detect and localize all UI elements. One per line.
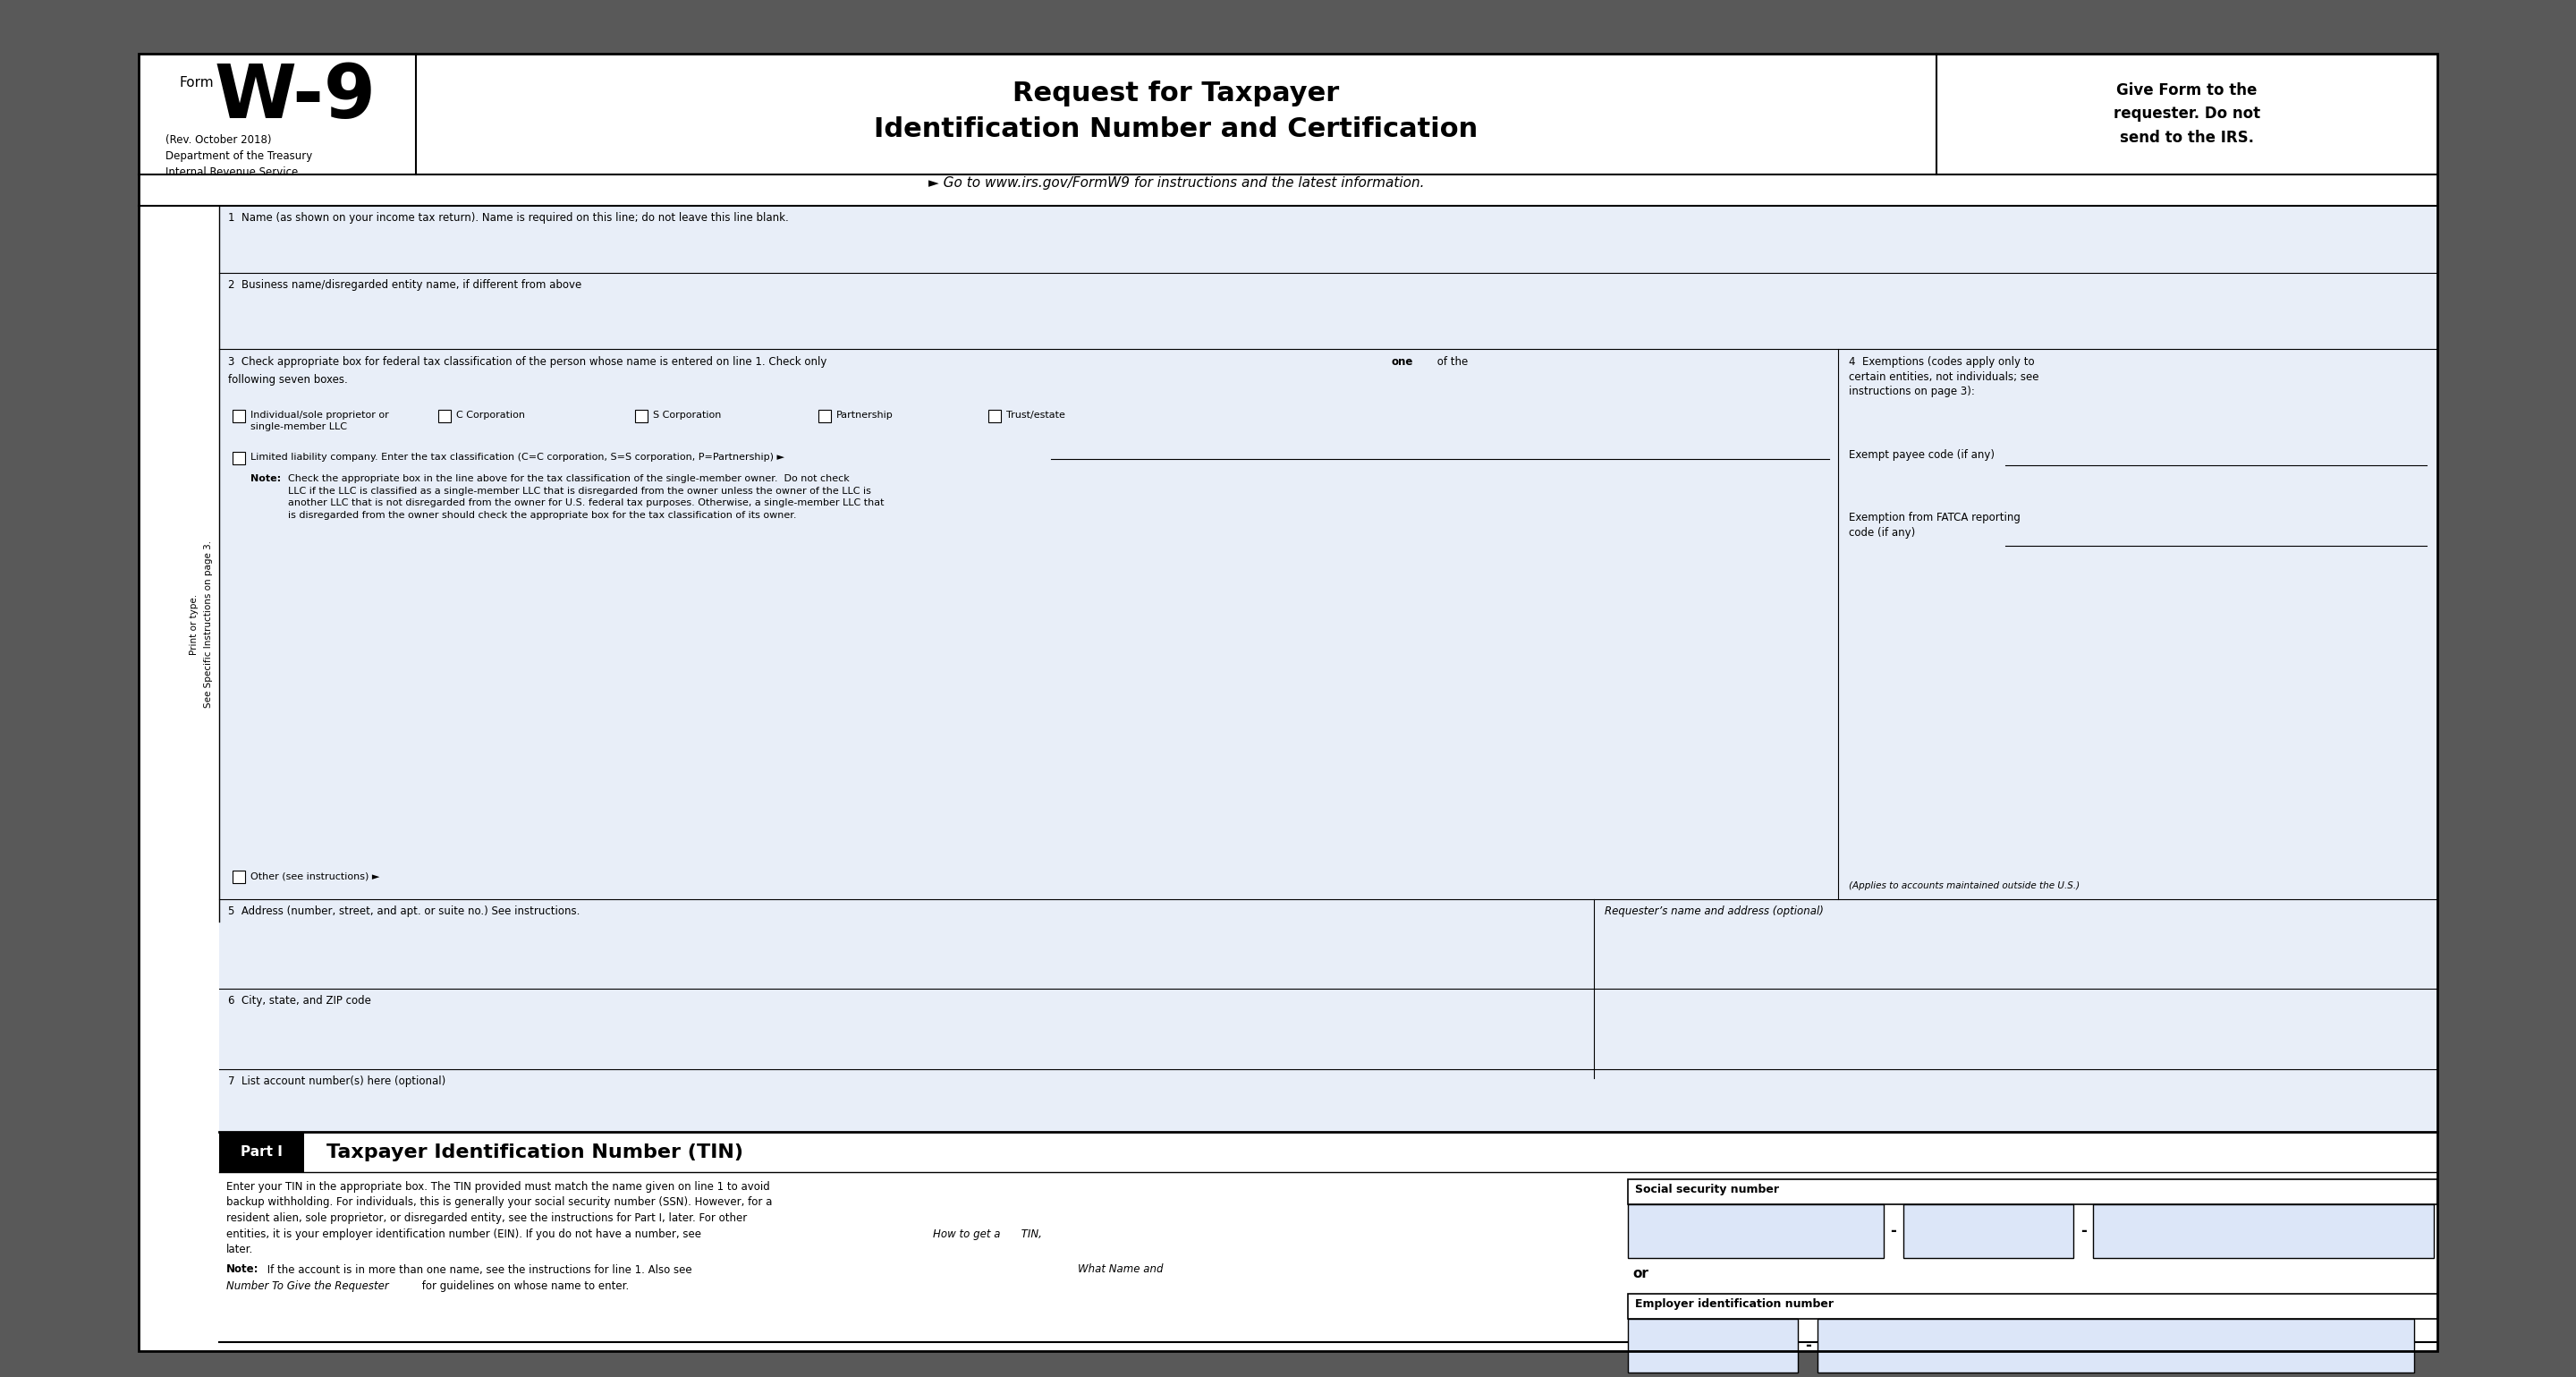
Bar xyxy=(1628,1319,1798,1373)
Bar xyxy=(2094,1205,2434,1259)
Text: Identification Number and Certification: Identification Number and Certification xyxy=(873,116,1479,142)
Text: Individual/sole proprietor or
single-member LLC: Individual/sole proprietor or single-mem… xyxy=(250,410,389,431)
Text: 3  Check appropriate box for federal tax classification of the person whose name: 3 Check appropriate box for federal tax … xyxy=(229,357,829,368)
Text: 7  List account number(s) here (optional): 7 List account number(s) here (optional) xyxy=(229,1075,446,1086)
Text: Request for Taxpayer: Request for Taxpayer xyxy=(1012,80,1340,106)
Text: Exemption from FATCA reporting
code (if any): Exemption from FATCA reporting code (if … xyxy=(1850,512,2020,538)
Text: How to get a: How to get a xyxy=(933,1228,999,1239)
Bar xyxy=(1904,1205,2074,1259)
Text: Print or type.: Print or type. xyxy=(191,593,198,654)
Bar xyxy=(219,348,2437,899)
Bar xyxy=(219,273,2437,348)
Text: Number To Give the Requester: Number To Give the Requester xyxy=(227,1279,389,1292)
Text: -: - xyxy=(1806,1337,1811,1354)
Bar xyxy=(219,899,2437,989)
Bar xyxy=(232,870,245,883)
Bar xyxy=(989,410,1002,423)
Bar xyxy=(1628,1179,2437,1205)
Text: Note:: Note: xyxy=(250,474,281,483)
Text: Exempt payee code (if any): Exempt payee code (if any) xyxy=(1850,449,1994,461)
Text: C Corporation: C Corporation xyxy=(456,410,526,420)
Text: Limited liability company. Enter the tax classification (C=C corporation, S=S co: Limited liability company. Enter the tax… xyxy=(250,453,786,461)
Text: (Applies to accounts maintained outside the U.S.): (Applies to accounts maintained outside … xyxy=(1850,881,2079,891)
Text: Note:: Note: xyxy=(227,1264,260,1275)
Bar xyxy=(636,410,647,423)
Text: What Name and: What Name and xyxy=(1077,1264,1164,1275)
Text: W-9: W-9 xyxy=(214,61,376,134)
Bar xyxy=(139,54,2437,1351)
Text: Enter your TIN in the appropriate box. The TIN provided must match the name give: Enter your TIN in the appropriate box. T… xyxy=(227,1181,773,1239)
Bar xyxy=(232,410,245,423)
Text: -: - xyxy=(1891,1223,1896,1239)
Text: Part I: Part I xyxy=(240,1146,283,1158)
Text: Partnership: Partnership xyxy=(837,410,894,420)
Text: Check the appropriate box in the line above for the tax classification of the si: Check the appropriate box in the line ab… xyxy=(289,474,884,519)
Text: TIN,: TIN, xyxy=(1018,1228,1041,1239)
Text: or: or xyxy=(1633,1267,1649,1281)
Text: Requester’s name and address (optional): Requester’s name and address (optional) xyxy=(1605,906,1824,917)
Bar xyxy=(219,1132,304,1172)
Text: Internal Revenue Service: Internal Revenue Service xyxy=(165,167,299,178)
Text: Give Form to the
requester. Do not
send to the IRS.: Give Form to the requester. Do not send … xyxy=(2112,83,2259,146)
Bar xyxy=(819,410,832,423)
Text: later.: later. xyxy=(227,1243,252,1254)
Bar xyxy=(219,205,2437,273)
Text: 1  Name (as shown on your income tax return). Name is required on this line; do : 1 Name (as shown on your income tax retu… xyxy=(229,212,788,223)
Text: one: one xyxy=(1391,357,1412,368)
Text: Social security number: Social security number xyxy=(1636,1184,1780,1195)
Bar xyxy=(1628,1205,1883,1259)
Bar xyxy=(139,54,2437,1351)
Text: 4  Exemptions (codes apply only to
certain entities, not individuals; see
instru: 4 Exemptions (codes apply only to certai… xyxy=(1850,357,2038,397)
Text: 5  Address (number, street, and apt. or suite no.) See instructions.: 5 Address (number, street, and apt. or s… xyxy=(229,906,580,917)
Text: Form: Form xyxy=(178,76,214,90)
Text: 2  Business name/disregarded entity name, if different from above: 2 Business name/disregarded entity name,… xyxy=(229,280,582,291)
Bar xyxy=(1628,1294,2437,1319)
Text: Other (see instructions) ►: Other (see instructions) ► xyxy=(250,872,379,880)
Text: S Corporation: S Corporation xyxy=(652,410,721,420)
Text: -: - xyxy=(2081,1223,2087,1239)
Bar xyxy=(232,452,245,464)
Text: Employer identification number: Employer identification number xyxy=(1636,1299,1834,1310)
Text: for guidelines on whose name to enter.: for guidelines on whose name to enter. xyxy=(417,1279,629,1292)
Bar xyxy=(438,410,451,423)
Text: See Specific Instructions on page 3.: See Specific Instructions on page 3. xyxy=(204,540,214,708)
Text: If the account is in more than one name, see the instructions for line 1. Also s: If the account is in more than one name,… xyxy=(263,1264,696,1275)
Text: (Rev. October 2018): (Rev. October 2018) xyxy=(165,134,270,146)
Bar xyxy=(1819,1319,2414,1373)
Text: of the: of the xyxy=(1435,357,1468,368)
Text: 6  City, state, and ZIP code: 6 City, state, and ZIP code xyxy=(229,996,371,1007)
Text: ► Go to www.irs.gov/FormW9 for instructions and the latest information.: ► Go to www.irs.gov/FormW9 for instructi… xyxy=(927,176,1425,190)
Bar xyxy=(1595,899,2437,1069)
Text: Taxpayer Identification Number (TIN): Taxpayer Identification Number (TIN) xyxy=(327,1143,744,1161)
Text: following seven boxes.: following seven boxes. xyxy=(229,375,348,386)
Bar xyxy=(219,1069,2437,1132)
Bar xyxy=(219,989,1595,1069)
Text: Department of the Treasury: Department of the Treasury xyxy=(165,150,312,162)
Text: Trust/estate: Trust/estate xyxy=(1007,410,1064,420)
